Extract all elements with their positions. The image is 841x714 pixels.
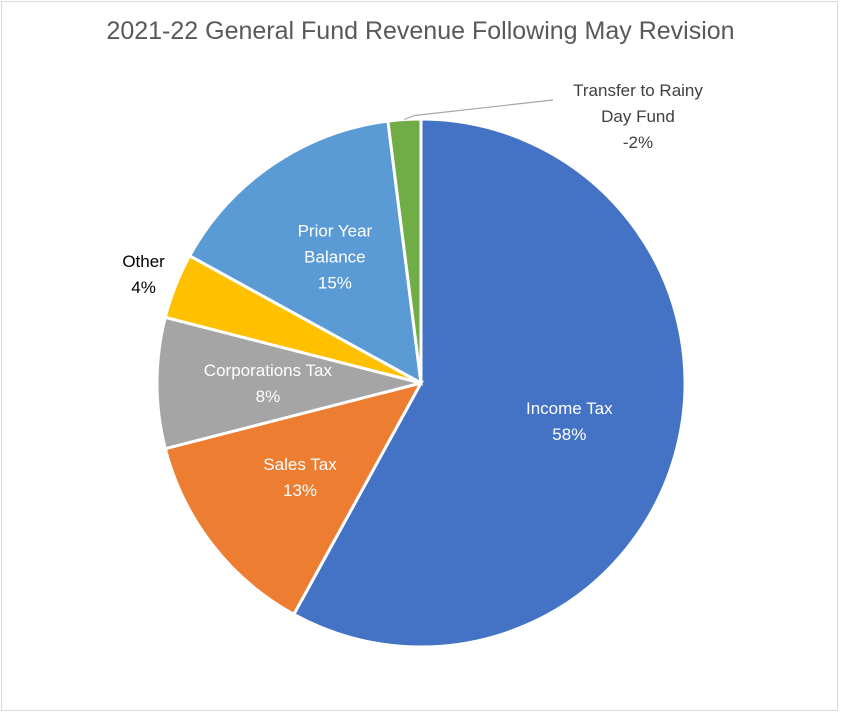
data-label-sales-tax: Sales Tax 13% — [263, 455, 337, 500]
data-label-prior-year-balance: Prior Year Balance 15% — [298, 221, 373, 292]
leader-line-transfer-to-rainy-day-fund — [404, 99, 554, 121]
pie-slice-corporations-tax — [155, 315, 422, 451]
data-label-income-tax: Income Tax 58% — [526, 399, 613, 444]
data-label-transfer-to-rainy-day-fund: Transfer to Rainy Day Fund -2% — [573, 81, 703, 152]
data-label-corporations-tax: Corporations Tax 8% — [204, 361, 333, 406]
data-label-other: Other 4% — [122, 252, 165, 297]
pie-slice-prior-year-balance — [187, 119, 423, 386]
pie-slice-income-tax — [291, 117, 687, 649]
pie-slice-sales-tax — [163, 380, 424, 617]
chart-title: 2021-22 General Fund Revenue Following M… — [106, 17, 735, 45]
